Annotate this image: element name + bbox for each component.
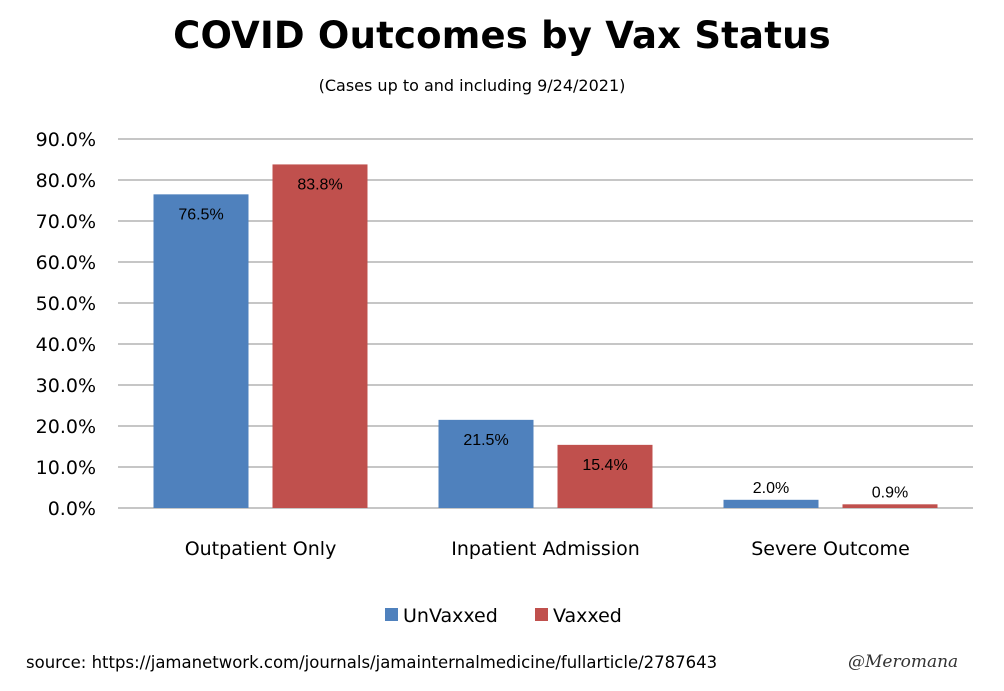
y-tick-label: 70.0%	[36, 211, 96, 233]
data-label: 21.5%	[463, 432, 508, 449]
bar-vaxxed	[557, 444, 653, 508]
chart-title: COVID Outcomes by Vax Status	[173, 14, 831, 57]
y-tick-label: 10.0%	[36, 457, 96, 479]
y-tick-label: 20.0%	[36, 416, 96, 438]
legend-label: UnVaxxed	[403, 605, 498, 627]
bar-unvaxxed	[153, 194, 249, 508]
x-category-label: Severe Outcome	[751, 538, 910, 560]
data-label: 0.9%	[872, 484, 908, 501]
y-tick-label: 80.0%	[36, 170, 96, 192]
data-label: 15.4%	[582, 457, 627, 474]
data-label: 2.0%	[753, 480, 789, 497]
author-signature: @Meromana	[848, 652, 959, 672]
data-label: 76.5%	[178, 206, 223, 223]
y-tick-label: 40.0%	[36, 334, 96, 356]
source-text: source: https://jamanetwork.com/journals…	[26, 653, 718, 672]
bar-vaxxed	[272, 164, 368, 509]
x-category-label: Inpatient Admission	[451, 538, 640, 560]
y-tick-label: 50.0%	[36, 293, 96, 315]
legend-swatch-unvaxxed	[385, 608, 398, 621]
chart-subtitle: (Cases up to and including 9/24/2021)	[318, 76, 626, 95]
y-tick-label: 0.0%	[48, 498, 96, 520]
y-tick-label: 30.0%	[36, 375, 96, 397]
legend-swatch-vaxxed	[535, 608, 548, 621]
x-category-label: Outpatient Only	[185, 538, 337, 560]
bar-unvaxxed	[723, 499, 819, 508]
y-tick-label: 60.0%	[36, 252, 96, 274]
data-label: 83.8%	[297, 176, 342, 193]
bar-vaxxed	[842, 504, 938, 508]
y-tick-label: 90.0%	[36, 129, 96, 151]
bar-unvaxxed	[438, 419, 534, 508]
legend-label: Vaxxed	[553, 605, 622, 627]
